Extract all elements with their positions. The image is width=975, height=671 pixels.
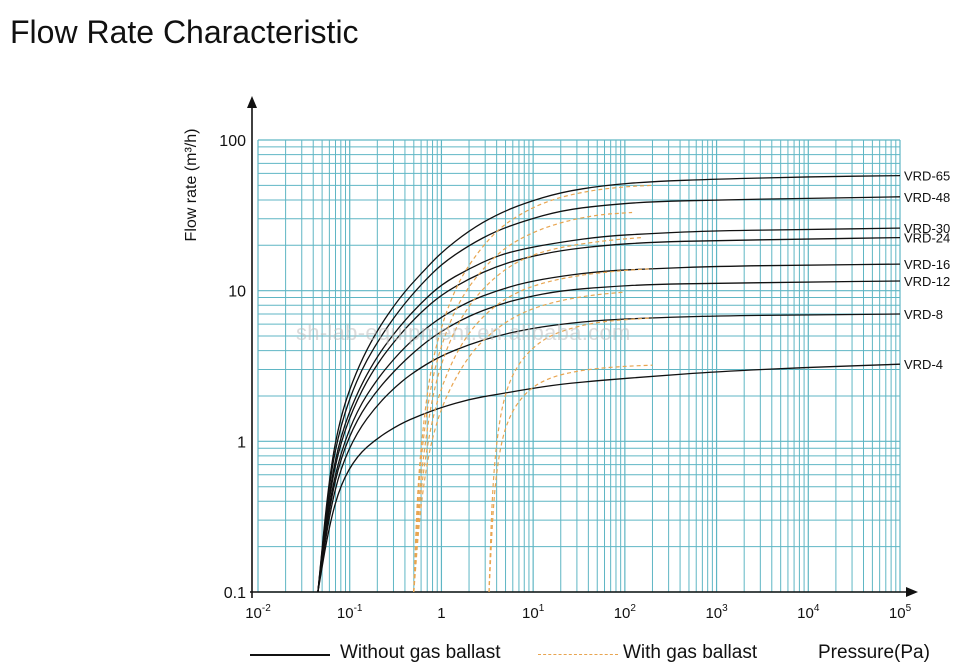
grid-layer: [257, 139, 901, 593]
series-line-gas-ballast: [413, 268, 653, 593]
series-label-vrd-30: VRD-30: [904, 221, 950, 236]
x-tick-label: 1: [437, 605, 445, 622]
x-axis-label: Pressure(Pa): [818, 642, 930, 663]
series-line-vrd-8: [317, 313, 901, 593]
series-label-vrd-16: VRD-16: [904, 257, 950, 272]
series-line-gas-ballast: [413, 291, 625, 593]
curve-layer: [317, 174, 901, 593]
x-tick-label: 10-1: [337, 603, 363, 622]
series-line-vrd-65: [317, 174, 901, 593]
series-label-vrd-48: VRD-48: [904, 190, 950, 205]
label-layer: 10-2 10-1 1 101 102 103 104 105 0.1 1 10 100 Flow ra…: [183, 129, 950, 622]
series-line-gas-ballast: [413, 237, 642, 593]
x-tick-label: 102: [614, 603, 637, 622]
y-axis-title: Flow rate (m³/h): [183, 129, 200, 242]
axis-layer: [247, 96, 918, 598]
series-line-vrd-30: [317, 227, 901, 593]
series-label-vrd-4: VRD-4: [904, 357, 943, 372]
series-line-vrd-48: [317, 196, 901, 593]
y-tick-label: 1: [237, 434, 246, 451]
x-tick-label: 105: [889, 603, 912, 622]
series-line-vrd-12: [317, 280, 901, 593]
y-tick-label: 0.1: [224, 585, 246, 602]
y-tick-label: 10: [228, 284, 246, 301]
x-tick-label: 103: [705, 603, 728, 622]
series-label-vrd-8: VRD-8: [904, 307, 943, 322]
series-line-gas-ballast: [488, 317, 653, 593]
legend: Without gas ballast With gas ballast Pre…: [0, 640, 975, 670]
legend-solid-swatch: [250, 654, 330, 656]
series-line-gas-ballast: [488, 364, 653, 593]
legend-solid-label: Without gas ballast: [340, 642, 501, 663]
page-title: Flow Rate Characteristic: [10, 14, 359, 50]
legend-dashed-label: With gas ballast: [623, 642, 758, 663]
series-label-vrd-12: VRD-12: [904, 274, 950, 289]
y-axis-arrow: [247, 96, 257, 108]
y-tick-label: 100: [219, 133, 246, 150]
series-line-gas-ballast: [413, 211, 633, 593]
series-label-vrd-65: VRD-65: [904, 169, 950, 184]
series-line-vrd-4: [317, 363, 901, 593]
legend-dashed-swatch: [538, 654, 618, 655]
x-axis-arrow: [906, 587, 918, 597]
x-tick-label: 104: [797, 603, 820, 622]
x-tick-label: 101: [522, 603, 545, 622]
x-tick-label: 10-2: [245, 603, 271, 622]
series-label-vrd-24: VRD-24: [904, 231, 950, 246]
